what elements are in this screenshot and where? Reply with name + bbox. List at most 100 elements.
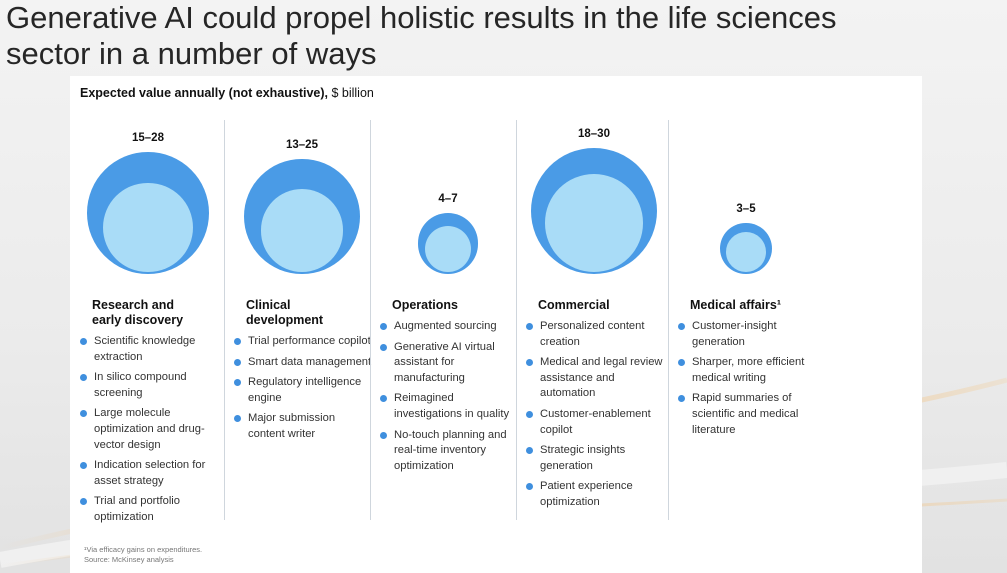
use-case-text: Smart data management: [248, 355, 372, 368]
bubble-low: [260, 189, 344, 272]
use-case-item: Augmented sourcing: [380, 319, 520, 335]
use-case-item: Trial and portfolio optimization: [80, 494, 220, 525]
bullet-dot-icon: [526, 410, 533, 418]
bullet-dot-icon: [380, 323, 387, 330]
chart-subtitle-unit: $ billion: [328, 86, 374, 100]
use-case-item: Strategic insights generation: [526, 443, 666, 474]
use-case-item: Sharper, more efficient medical writing: [678, 355, 818, 386]
bubble-low: [103, 182, 193, 272]
slide-title-line-1: Generative AI could propel holistic resu…: [6, 0, 837, 35]
bullet-dot-icon: [380, 431, 387, 439]
bullet-dot-icon: [234, 358, 241, 366]
bullet-dot-icon: [234, 415, 241, 423]
use-case-text: Strategic insights generation: [540, 444, 626, 472]
bubble-low: [545, 174, 643, 272]
bullet-dot-icon: [234, 379, 241, 387]
use-case-text: Trial performance copilot: [248, 335, 371, 347]
use-case-text: Augmented sourcing: [394, 320, 497, 332]
use-case-item: Rapid summaries of scientific and medica…: [678, 391, 818, 438]
use-case-text: Patient experience optimization: [540, 480, 633, 508]
chart-subtitle: Expected value annually (not exhaustive)…: [80, 86, 374, 100]
bullet-dot-icon: [678, 395, 685, 403]
footnote-efficacy: ¹Via efficacy gains on expenditures.: [84, 545, 203, 554]
use-case-item: Reimagined investigations in quality: [380, 391, 520, 422]
use-case-text: Rapid summaries of scientific and medica…: [692, 392, 799, 436]
use-case-item: Large molecule optimization and drug-vec…: [80, 406, 220, 453]
bullet-dot-icon: [678, 323, 685, 330]
slide-title-line-2: sector in a number of ways: [6, 36, 377, 71]
use-case-list: Scientific knowledge extraction In silico…: [80, 334, 220, 531]
use-case-list: Augmented sourcing Generative AI virtual …: [380, 319, 520, 479]
column-divider: [224, 120, 225, 520]
use-case-text: Large molecule optimization and drug-vec…: [94, 407, 205, 451]
use-case-text: Sharper, more efficient medical writing: [692, 356, 805, 384]
use-case-text: Customer-enablement copilot: [540, 407, 651, 436]
use-case-item: In silico compound screening: [80, 370, 220, 401]
use-case-item: Smart data management: [234, 355, 374, 371]
use-case-text: Indication selection for asset strategy: [94, 459, 206, 487]
use-case-text: In silico compound screening: [94, 371, 187, 399]
bullet-dot-icon: [80, 462, 87, 470]
bullet-dot-icon: [234, 338, 241, 345]
use-case-text: Customer-insight generation: [692, 320, 777, 348]
category-heading-line: development: [246, 313, 324, 327]
use-case-text: Personalized content creation: [540, 320, 645, 348]
use-case-item: No-touch planning and real-time inventor…: [380, 428, 520, 475]
slide-title: Generative AI could propel holistic resu…: [6, 0, 1001, 72]
use-case-item: Scientific knowledge extraction: [80, 334, 220, 365]
use-case-item: Medical and legal review assistance and …: [526, 355, 666, 402]
bullet-dot-icon: [80, 498, 87, 506]
use-case-item: Customer-insight generation: [678, 319, 818, 350]
value-range-label: 13–25: [286, 138, 318, 151]
category-heading: Clinical development: [246, 298, 374, 328]
category-heading-line: Commercial: [538, 298, 610, 312]
use-case-text: Regulatory intelligence engine: [248, 376, 362, 404]
use-case-item: Patient experience optimization: [526, 479, 666, 510]
use-case-text: Medical and legal review assistance and …: [540, 356, 663, 400]
bullet-dot-icon: [526, 323, 533, 330]
column-divider: [370, 120, 371, 520]
bullet-dot-icon: [80, 410, 87, 418]
use-case-item: Personalized content creation: [526, 319, 666, 350]
bullet-dot-icon: [526, 359, 533, 367]
use-case-list: Customer-insight generation Sharper, more…: [678, 319, 818, 443]
category-heading: Operations: [392, 298, 520, 313]
category-heading: Commercial: [538, 298, 666, 313]
bubble-low: [726, 232, 766, 272]
use-case-text: No-touch planning and real-time inventor…: [394, 428, 507, 472]
bubble-low: [424, 225, 471, 272]
category-heading-line: Operations: [392, 298, 458, 312]
column-divider: [668, 120, 669, 520]
value-range-label: 15–28: [132, 132, 164, 145]
use-case-item: Trial performance copilot: [234, 334, 374, 350]
use-case-item: Regulatory intelligence engine: [234, 375, 374, 406]
bullet-dot-icon: [526, 447, 533, 455]
use-case-item: Indication selection for asset strategy: [80, 458, 220, 489]
use-case-list: Trial performance copilot Smart data mana…: [234, 334, 374, 448]
chart-panel: Expected value annually (not exhaustive)…: [70, 76, 922, 573]
use-case-text: Reimagined investigations in quality: [394, 392, 510, 420]
value-range-label: 4–7: [438, 193, 458, 206]
use-case-text: Generative AI virtual assistant for manu…: [394, 340, 495, 384]
footnote-source: Source: McKinsey analysis: [84, 555, 174, 564]
bullet-dot-icon: [380, 395, 387, 403]
category-heading-line: early discovery: [92, 313, 184, 327]
category-heading-line: Medical affairs¹: [690, 298, 782, 312]
use-case-text: Trial and portfolio optimization: [94, 495, 181, 523]
column-divider: [516, 120, 517, 520]
use-case-list: Personalized content creation Medical and…: [526, 319, 666, 516]
bullet-dot-icon: [526, 483, 533, 491]
category-heading: Research and early discovery: [92, 298, 220, 328]
bullet-dot-icon: [678, 359, 685, 367]
value-range-label: 3–5: [736, 202, 756, 215]
use-case-item: Customer-enablement copilot: [526, 407, 666, 438]
category-heading-line: Research and: [92, 298, 174, 312]
bullet-dot-icon: [380, 343, 387, 351]
use-case-text: Major submission content writer: [248, 412, 336, 440]
bullet-dot-icon: [80, 338, 87, 345]
value-range-label: 18–30: [578, 128, 610, 140]
use-case-item: Generative AI virtual assistant for manu…: [380, 340, 520, 387]
use-case-text: Scientific knowledge extraction: [94, 335, 196, 363]
category-heading-line: Clinical: [246, 298, 291, 312]
chart-subtitle-bold: Expected value annually (not exhaustive)…: [80, 86, 328, 100]
